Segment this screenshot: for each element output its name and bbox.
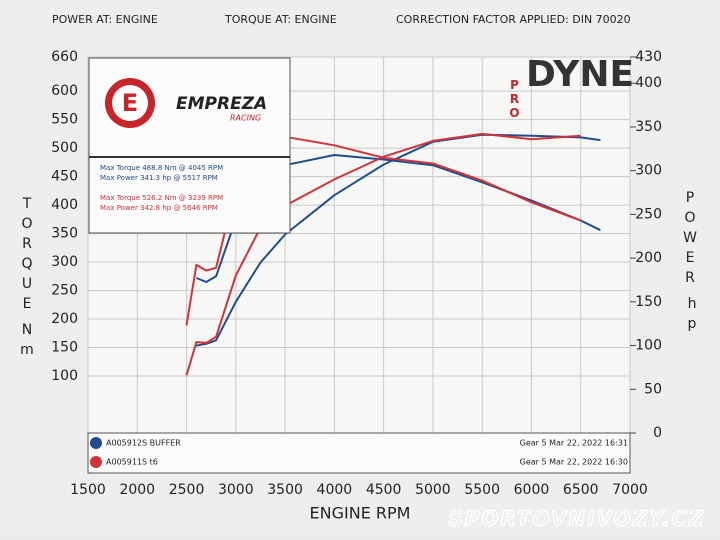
y2-tick-label: 300 [635,163,662,179]
stat-text: Max Power 342.8 hp @ 5646 RPM [100,204,218,212]
y-axis-title: TORQUE [19,196,35,316]
x-tick-label: 6500 [563,482,599,498]
brand-left-sub: RACING [230,114,261,123]
legend-note: Gear 5 Mar 22, 2022 16:30 [520,458,628,467]
y-tick-label: 550 [51,112,78,128]
header-2: TORQUE AT: ENGINE [224,13,337,26]
brand-left: EMPREZA [176,94,267,114]
x-tick-label: 2500 [169,482,205,498]
y-axis-unit: Nm [19,322,35,362]
y2-tick-label: 250 [635,206,662,222]
y2-tick-label: 200 [635,250,662,266]
logo-letter: E [122,89,138,117]
y-tick-label: 660 [51,49,78,65]
header-3: CORRECTION FACTOR APPLIED: DIN 70020 [396,13,631,26]
y-tick-label: 450 [51,169,78,185]
y2-tick-label: 150 [635,294,662,310]
y-tick-label: 500 [51,140,78,156]
y2-tick-label: 350 [635,119,662,135]
x-tick-label: 2000 [119,482,155,498]
watermark: SPORTOVNIVOZY.CZ [448,507,705,531]
ticks: 1500 2000 2500 3000 3500 4000 4500 5000 5500 6000… [51,49,662,498]
header-1: POWER AT: ENGINE [52,13,158,26]
y-tick-label: 600 [51,83,78,99]
logo-circle-inner [112,85,148,121]
y2-axis-title: POWER [682,190,698,290]
y-tick-label: 350 [51,226,78,242]
y-tick-label: 200 [51,311,78,327]
legend: A005912S BUFFER Gear 5 Mar 22, 2022 16:31… [90,437,628,468]
grid [87,56,631,433]
legend-note: Gear 5 Mar 22, 2022 16:31 [520,439,628,448]
stat-text: Max Power 341.3 hp @ 5517 RPM [100,174,218,182]
x-tick-label: 4000 [317,482,353,498]
y2-tick-label: 400 [635,75,662,91]
y-tick-label: 100 [51,368,78,384]
stat-text: Max Torque 526.2 Nm @ 3239 RPM [100,194,223,202]
x-tick-label: 3000 [218,482,254,498]
x-tick-label: 5000 [415,482,451,498]
power-line [196,133,601,347]
y2-tick-label: 50 [644,381,662,397]
legend-label: A005911S t6 [106,458,158,467]
y2-axis-unit: hp [684,296,700,336]
brand-right: DYNE [526,54,634,95]
y2-tick-label: 100 [635,338,662,354]
y2-tick-label: 0 [653,425,662,441]
y-tick-label: 400 [51,197,78,213]
legend-label: A005912S BUFFER [106,439,181,448]
x-tick-label: 7000 [612,482,648,498]
brand-right-pre: PRO [508,78,522,120]
stats: Max Torque 488.8 Nm @ 4045 RPM Max Power … [100,164,223,212]
y-tick-label: 250 [51,283,78,299]
x-axis-title: ENGINE RPM [310,504,411,523]
x-tick-label: 6000 [514,482,550,498]
x-tick-label: 5500 [464,482,500,498]
y-tick-label: 300 [51,254,78,270]
legend-marker [90,456,102,468]
x-tick-label: 1500 [70,482,106,498]
y-tick-label: 150 [51,340,78,356]
stat-text: Max Torque 488.8 Nm @ 4045 RPM [100,164,223,172]
x-tick-label: 3500 [267,482,303,498]
legend-marker [90,437,102,449]
y2-tick-label: 430 [635,49,662,65]
torque-line [196,154,601,283]
legend-box [87,432,631,474]
x-tick-label: 4500 [366,482,402,498]
